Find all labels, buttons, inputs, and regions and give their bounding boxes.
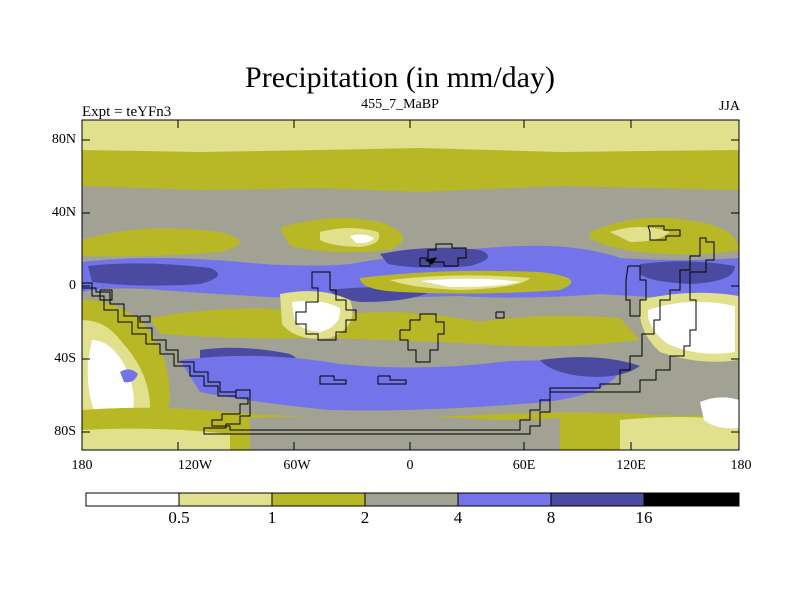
lat-label-0: 0 bbox=[69, 278, 76, 293]
lon-label-60e: 60E bbox=[512, 458, 536, 473]
continent-outlines bbox=[82, 225, 715, 435]
map-title: Precipitation (in mm/day) bbox=[245, 61, 555, 94]
colorbar-label: 2 bbox=[360, 508, 370, 527]
colorbar-box bbox=[643, 492, 740, 507]
colorbar-label: 8 bbox=[546, 508, 556, 527]
experiment-label: Expt = teYFn3 bbox=[82, 104, 172, 120]
colorbar-box bbox=[85, 492, 180, 507]
colorbar-box bbox=[550, 492, 645, 507]
lon-label-0: 0 bbox=[406, 458, 414, 473]
colorbar-label: 16 bbox=[635, 508, 653, 527]
colorbar-label: 0.5 bbox=[168, 508, 190, 527]
colorbar-box bbox=[178, 492, 273, 507]
colorbar-box bbox=[364, 492, 459, 507]
lon-label-60w: 60W bbox=[283, 458, 311, 473]
lat-label-80n: 80N bbox=[51, 132, 76, 147]
lon-label-120e: 120E bbox=[616, 458, 646, 473]
lon-label-180w: 180 bbox=[71, 458, 93, 473]
lon-label-120w: 120W bbox=[177, 458, 213, 473]
colorbar-box bbox=[457, 492, 552, 507]
lat-label-40n: 40N bbox=[51, 205, 76, 220]
period-label: 455_7_MaBP bbox=[361, 97, 439, 112]
season-label: JJA bbox=[718, 99, 740, 114]
colorbar-label: 4 bbox=[453, 508, 463, 527]
axis-ticks bbox=[81, 120, 740, 450]
lon-label-180e: 180 bbox=[730, 458, 752, 473]
precip-field bbox=[82, 120, 739, 450]
colorbar-box bbox=[271, 492, 366, 507]
lat-label-40s: 40S bbox=[54, 351, 76, 366]
colorbar bbox=[85, 492, 740, 507]
colorbar-label: 1 bbox=[267, 508, 277, 527]
lat-label-80s: 80S bbox=[54, 424, 76, 439]
